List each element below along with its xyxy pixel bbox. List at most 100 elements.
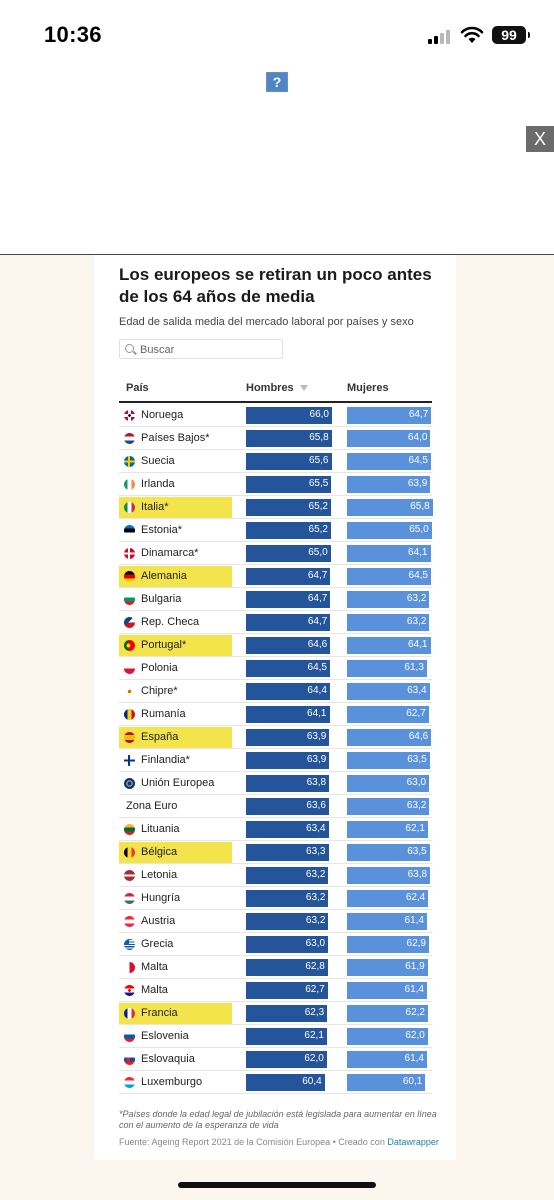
country-name: Malta	[141, 984, 168, 996]
slovenia-flag-icon	[124, 1031, 135, 1042]
column-header-country[interactable]: País	[126, 382, 149, 394]
column-header-women[interactable]: Mujeres	[347, 382, 389, 394]
women-value-label: 63,8	[407, 869, 428, 880]
country-name: Portugal*	[141, 639, 187, 651]
men-bar: 65,6	[246, 453, 332, 470]
poland-flag-icon	[124, 663, 135, 674]
table-row: Unión Europea 63,8 63,0	[119, 772, 432, 795]
men-value-label: 63,0	[305, 938, 326, 949]
men-value-label: 63,2	[305, 892, 326, 903]
table-row: Alemania 64,7 64,5	[119, 565, 432, 588]
country-cell: Portugal*	[119, 635, 232, 656]
country-cell: Lituania	[119, 819, 232, 840]
ad-divider	[0, 254, 554, 255]
women-bar: 61,4	[347, 982, 427, 999]
broken-image-icon: ?	[266, 72, 288, 92]
cellular-signal-icon	[428, 30, 456, 44]
men-bar: 62,7	[246, 982, 328, 999]
women-bar: 65,0	[347, 522, 432, 539]
table-row: Austria 63,2 61,4	[119, 910, 432, 933]
datawrapper-link[interactable]: Datawrapper	[387, 1137, 439, 1147]
country-cell: Hungría	[119, 888, 232, 909]
men-value-label: 62,3	[304, 1007, 325, 1018]
country-cell: Bélgica	[119, 842, 232, 863]
table-row: Grecia 63,0 62,9	[119, 933, 432, 956]
country-cell: Rumanía	[119, 704, 232, 725]
men-bar: 65,8	[246, 430, 332, 447]
table-row: Francia 62,3 62,2	[119, 1002, 432, 1025]
women-value-label: 64,0	[407, 432, 428, 443]
men-bar: 60,4	[246, 1074, 325, 1091]
footnote: *Países donde la edad legal de jubilació…	[119, 1109, 437, 1130]
men-value-label: 62,1	[304, 1030, 324, 1041]
men-bar: 62,0	[246, 1051, 327, 1068]
women-value-label: 63,0	[406, 777, 427, 788]
country-name: Polonia	[141, 662, 178, 674]
country-cell: Países Bajos*	[119, 428, 232, 449]
source-note: Fuente: Ageing Report 2021 de la Comisió…	[119, 1137, 439, 1148]
chart-subtitle: Edad de salida media del mercado laboral…	[119, 316, 414, 328]
women-value-label: 61,4	[404, 984, 424, 995]
men-value-label: 62,7	[305, 984, 325, 995]
country-cell: Dinamarca*	[119, 543, 232, 564]
men-bar: 64,6	[246, 637, 331, 654]
country-name: Unión Europea	[141, 777, 215, 789]
ad-close-button[interactable]: X	[526, 126, 554, 152]
country-name: Eslovaquia	[141, 1053, 195, 1065]
men-value-label: 64,5	[307, 662, 327, 673]
bulgaria-flag-icon	[124, 594, 135, 605]
women-bar: 63,4	[347, 683, 430, 700]
wifi-icon	[460, 26, 484, 43]
country-cell: Noruega	[119, 405, 232, 426]
table-row: Rep. Checa 64,7 63,2	[119, 611, 432, 634]
men-bar: 65,0	[246, 545, 331, 562]
men-bar: 63,2	[246, 890, 329, 907]
women-value-label: 62,0	[405, 1030, 425, 1041]
women-value-label: 64,1	[408, 547, 428, 558]
table-row: Letonia 63,2 63,8	[119, 864, 432, 887]
country-name: Dinamarca*	[141, 547, 199, 559]
country-name: Malta	[141, 961, 168, 973]
table-row: Italia* 65,2 65,8	[119, 496, 433, 519]
men-value-label: 65,2	[308, 524, 328, 535]
status-bar: 10:36 99	[0, 0, 554, 70]
country-name: Grecia	[141, 938, 174, 950]
table-row: Polonia 64,5 61,3	[119, 657, 432, 680]
portugal-flag-icon	[124, 640, 135, 651]
men-value-label: 64,7	[307, 570, 328, 581]
women-value-label: 62,9	[406, 938, 426, 949]
country-cell: Malta	[119, 980, 232, 1001]
men-bar: 63,0	[246, 936, 329, 953]
estonia-flag-icon	[124, 525, 135, 536]
men-bar: 64,5	[246, 660, 330, 677]
search-box[interactable]	[119, 339, 283, 359]
women-bar: 61,4	[347, 1051, 427, 1068]
country-cell: Letonia	[119, 865, 232, 886]
table-row: España 63,9 64,6	[119, 726, 432, 749]
country-name: Eslovenia	[141, 1030, 189, 1042]
table-row: Estonia* 65,2 65,0	[119, 519, 432, 542]
women-bar: 63,9	[347, 476, 431, 493]
men-bar: 63,2	[246, 913, 329, 930]
women-bar: 63,2	[347, 798, 430, 815]
women-bar: 65,8	[347, 499, 433, 516]
country-name: Italia*	[141, 501, 169, 513]
sort-down-icon	[299, 385, 308, 392]
women-value-label: 63,2	[406, 800, 427, 811]
slovakia-flag-icon	[124, 1054, 135, 1065]
battery-icon: 99	[492, 26, 530, 44]
table-row: Bélgica 63,3 63,5	[119, 841, 432, 864]
country-cell: Italia*	[119, 497, 232, 518]
romania-flag-icon	[124, 709, 135, 720]
country-name: Irlanda	[141, 478, 175, 490]
country-name: Lituania	[141, 823, 180, 835]
search-input[interactable]	[140, 342, 278, 357]
women-bar: 60,1	[347, 1074, 426, 1091]
women-value-label: 62,7	[406, 708, 426, 719]
country-name: Austria	[141, 915, 176, 927]
home-indicator	[178, 1182, 376, 1188]
country-cell: Estonia*	[119, 520, 232, 541]
men-value-label: 64,7	[307, 593, 328, 604]
men-value-label: 62,0	[304, 1053, 324, 1064]
column-header-men[interactable]: Hombres	[246, 382, 308, 394]
